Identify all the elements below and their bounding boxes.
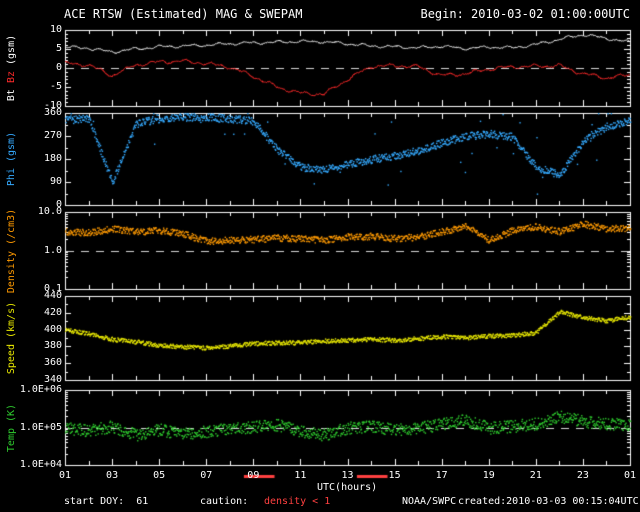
y-tick-label: 1.0E+06 [19,384,62,395]
x-axis-title: UTC(hours) [317,482,378,493]
x-tick-label: 15 [388,470,401,481]
y-tick-label: 0 [55,62,62,73]
y-tick-label: 1.0 [43,245,62,256]
y-tick-label: 400 [43,324,62,335]
x-tick-label: 05 [153,470,166,481]
y-tick-label: 380 [43,340,62,351]
y-tick-label: 360 [43,357,62,368]
start-doy-label: start DOY: 61 [64,496,149,507]
y-tick-label: 0 [55,199,62,210]
x-tick-label: 01 [58,470,72,481]
y-tick-label: -10 [43,100,62,111]
y-tick-label: 180 [43,153,62,164]
y-axis-title-phi: Phi (gsm) [6,131,17,187]
y-tick-label: 1.0E+04 [19,459,62,470]
y-tick-label: 420 [43,307,62,318]
y-tick-label: -5 [49,81,62,92]
created-label: created:2010-03-03 00:15:04UTC [458,496,639,507]
x-tick-label: 13 [341,470,354,481]
y-axis-title-speed: Speed (km/s) [6,301,17,375]
credit-label: NOAA/SWPC [402,496,457,507]
x-tick-label: 17 [435,470,448,481]
x-tick-label: 23 [576,470,589,481]
y-tick-label: 270 [43,130,62,141]
y-tick-label: 1.0E+05 [19,422,62,433]
x-tick-label: 07 [200,470,213,481]
y-tick-label: 10.0 [37,206,62,217]
y-tick-label: 90 [49,176,62,187]
y-tick-label: 10 [49,24,62,35]
x-tick-label: 09 [247,470,260,481]
x-tick-label: 21 [529,470,542,481]
begin-timestamp: Begin: 2010-03-02 01:00:00UTC [420,7,630,21]
x-tick-label: 19 [482,470,495,481]
y-tick-label: 5 [55,43,62,54]
y-tick-label: 340 [43,374,62,385]
y-axis-title-density: Density (/cm3) [6,208,17,293]
y-axis-title-mag: Bt Bz (gsm) [6,34,17,102]
y-axis-title-temp: Temp (K) [6,403,17,452]
x-tick-label: 11 [294,470,307,481]
density-caution-label: density < 1 [264,496,331,507]
x-tick-label: 03 [106,470,119,481]
plot-title: ACE RTSW (Estimated) MAG & SWEPAM [64,7,303,21]
y-tick-label: 360 [43,107,62,118]
x-tick-label: 01 [623,470,637,481]
caution-label: caution: [200,496,249,507]
y-tick-label: 440 [43,290,62,301]
y-tick-label: 0.1 [43,283,62,294]
